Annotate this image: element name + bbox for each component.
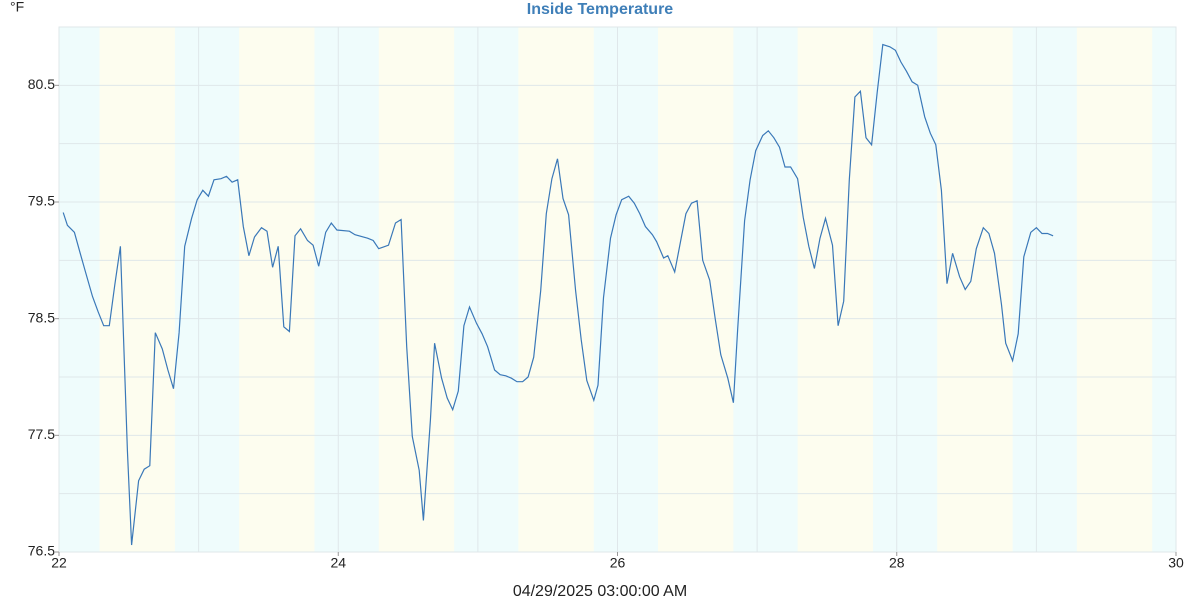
night-band bbox=[1152, 27, 1176, 552]
night-band bbox=[1012, 27, 1077, 552]
night-band bbox=[733, 27, 798, 552]
night-band bbox=[593, 27, 658, 552]
night-band bbox=[59, 27, 100, 552]
y-unit: °F bbox=[10, 0, 24, 15]
night-band bbox=[873, 27, 938, 552]
y-tick-label: 77.5 bbox=[28, 426, 55, 442]
chart-title: Inside Temperature bbox=[527, 1, 674, 18]
y-tick-label: 80.5 bbox=[28, 76, 55, 92]
x-tick-label: 26 bbox=[610, 555, 626, 571]
x-axis-label: 04/29/2025 03:00:00 AM bbox=[513, 583, 687, 600]
night-band bbox=[454, 27, 519, 552]
y-tick-label: 79.5 bbox=[28, 193, 55, 209]
temperature-line bbox=[62, 43, 1054, 546]
x-tick-label: 28 bbox=[889, 555, 905, 571]
night-band bbox=[314, 27, 379, 552]
x-tick-label: 30 bbox=[1168, 555, 1184, 571]
x-tick-label: 22 bbox=[51, 555, 67, 571]
plot-area bbox=[58, 26, 1177, 553]
y-tick-label: 78.5 bbox=[28, 309, 55, 325]
y-tick-label: 76.5 bbox=[28, 543, 55, 559]
night-band bbox=[174, 27, 240, 552]
x-tick-label: 24 bbox=[330, 555, 346, 571]
